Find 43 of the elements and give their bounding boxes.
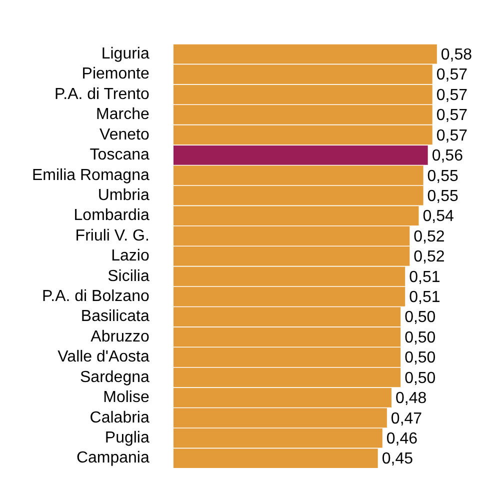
y-tick-label: Veneto (100, 126, 150, 144)
data-label: 0,45 (382, 450, 414, 468)
data-label: 0,54 (422, 208, 454, 226)
y-tick-label: Abruzzo (90, 328, 150, 346)
data-label: 0,55 (427, 188, 459, 205)
data-label: 0,50 (404, 370, 436, 387)
data-label: 0,51 (409, 289, 440, 306)
y-tick-label: Friuli V. G. (75, 227, 150, 244)
data-label: 0,57 (436, 66, 468, 84)
data-label: 0,56 (432, 148, 464, 165)
data-label: 0,52 (414, 228, 445, 246)
y-tick-label: P.A. di Trento (54, 86, 150, 103)
y-tick-label: Basilicata (80, 308, 150, 326)
data-label: 0,46 (386, 430, 418, 448)
y-tick-label: Marche (96, 106, 150, 124)
y-tick-label: Sardegna (80, 368, 150, 386)
data-label: 0,58 (440, 46, 472, 64)
data-label: 0,55 (427, 168, 459, 185)
data-label: 0,50 (404, 309, 436, 326)
y-tick-label: P.A. di Bolzano (42, 288, 150, 306)
data-label: 0,48 (395, 390, 427, 408)
y-tick-label: Molise (103, 389, 150, 406)
y-tick-label: Sicilia (108, 268, 150, 285)
data-label: 0,52 (414, 248, 445, 266)
data-label: 0,51 (409, 268, 440, 286)
y-tick-label: Piemonte (82, 66, 150, 83)
y-tick-label: Valle d'Aosta (58, 348, 150, 366)
y-tick-label: Umbria (98, 186, 150, 204)
y-tick-label: Calabria (90, 409, 150, 426)
y-tick-label: Lazio (111, 248, 150, 265)
y-tick-label: Emilia Romagna (32, 166, 150, 184)
y-tick-label: Campania (76, 450, 150, 467)
data-label: 0,57 (436, 86, 468, 104)
data-label: 0,50 (404, 350, 436, 367)
data-label: 0,50 (404, 329, 436, 346)
y-tick-label: Puglia (104, 429, 150, 446)
bar (173, 145, 428, 165)
y-tick-label: Lombardia (74, 207, 150, 224)
y-tick-label: Toscana (90, 146, 150, 164)
data-label: 0,57 (436, 107, 468, 124)
data-label: 0,57 (436, 127, 468, 144)
y-tick-label: Liguria (101, 46, 150, 63)
data-label: 0,47 (390, 410, 422, 428)
